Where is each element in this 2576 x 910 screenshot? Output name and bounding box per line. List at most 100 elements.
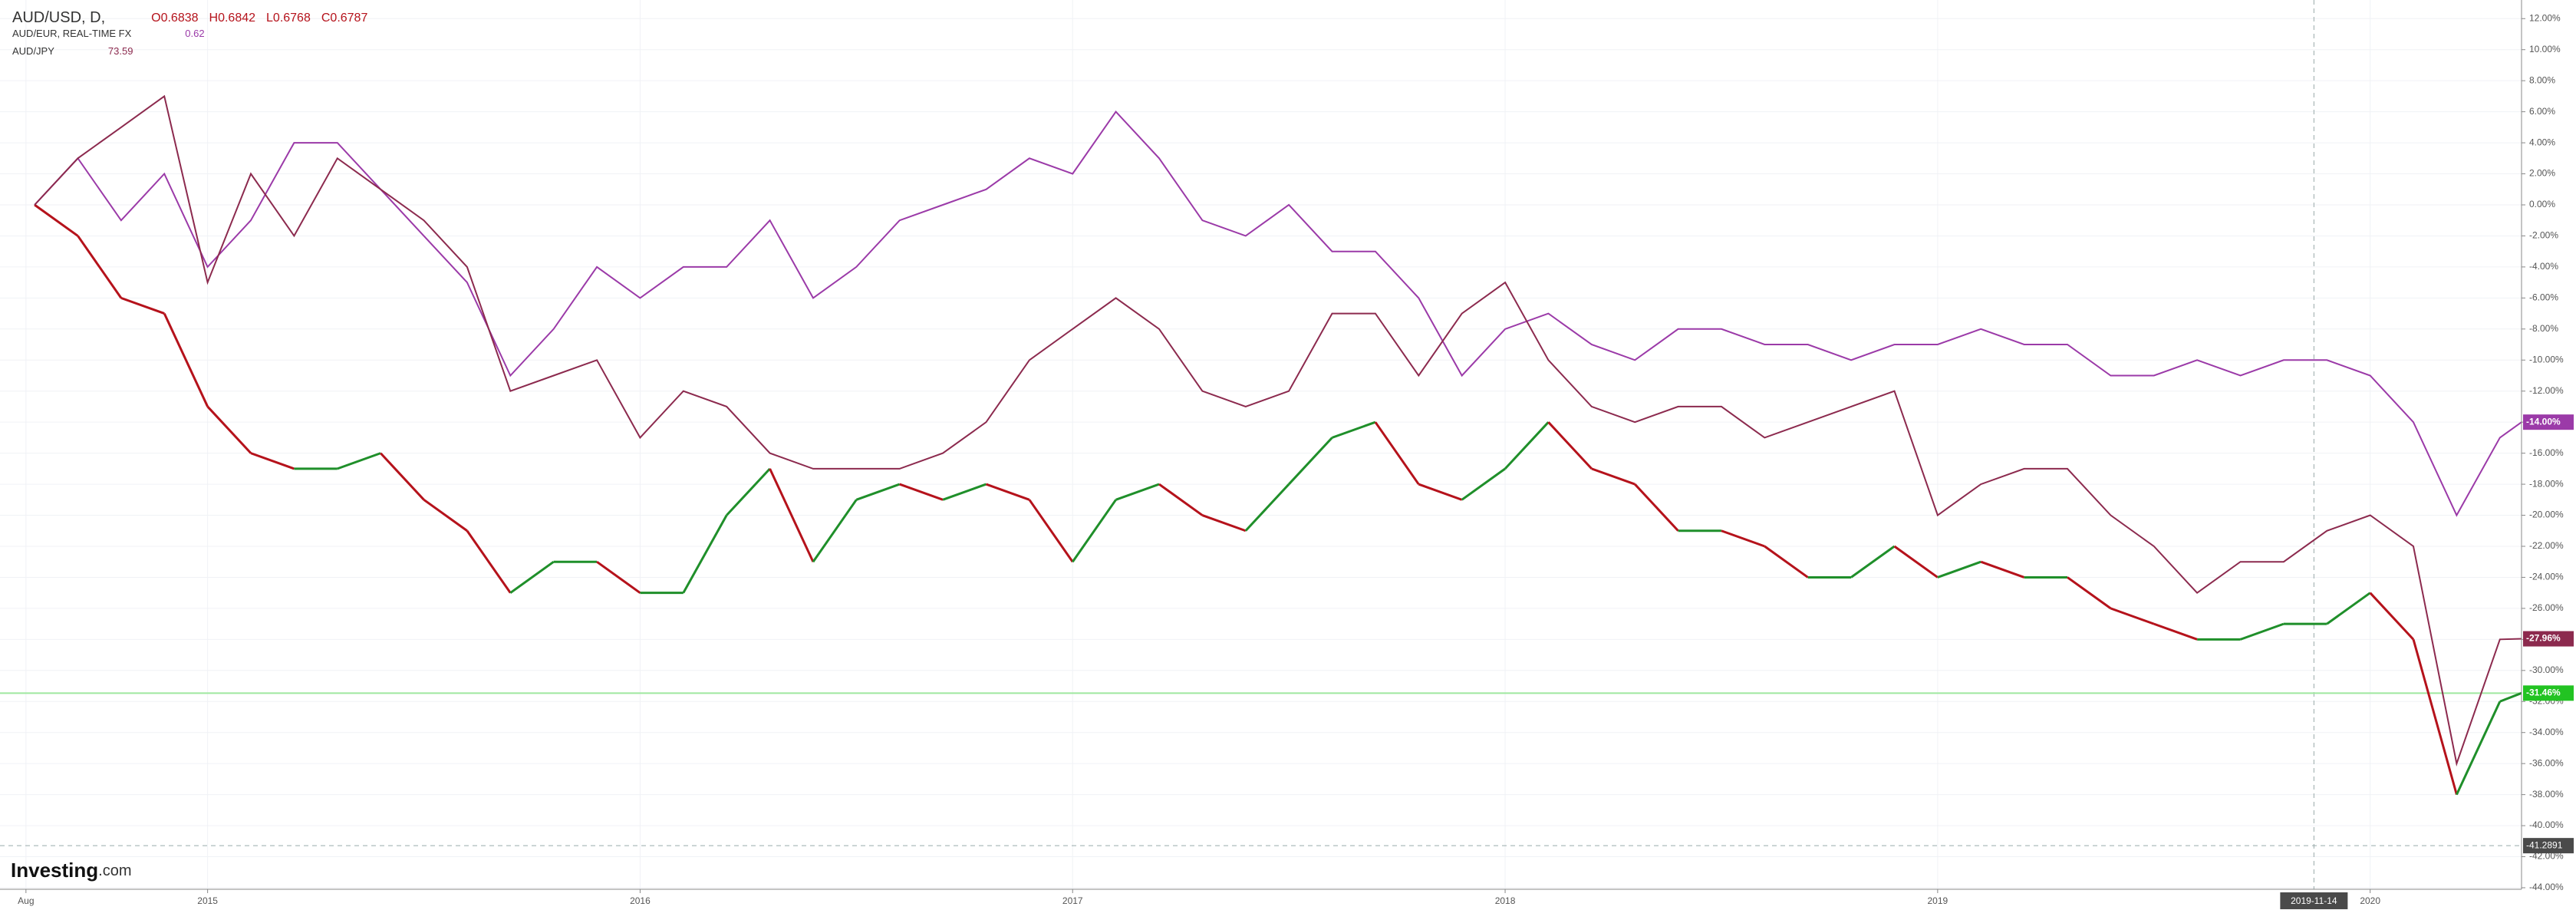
- legend-ohlc: H0.6842: [209, 12, 256, 25]
- price-segment: [1332, 420, 1376, 439]
- last-value-label: -31.46%: [2526, 687, 2561, 698]
- price-segment: [769, 468, 815, 562]
- price-segment: [812, 499, 858, 563]
- legend-entry: AUD/JPY 73.59: [12, 45, 133, 57]
- y-tick-label: 6.00%: [2529, 106, 2555, 117]
- logo-main: Investing: [11, 859, 98, 882]
- x-tick-label: 2018: [1495, 895, 1516, 906]
- series-line: [34, 94, 2522, 767]
- price-segment: [1115, 483, 1160, 501]
- legend-entry: AUD/USD, D, O0.6838 H0.6842 L0.6768 C0.6787: [12, 9, 367, 26]
- x-tick-label: Aug: [18, 895, 34, 906]
- legend-quote: 73.59: [108, 45, 133, 57]
- legend-name: AUD/EUR, REAL-TIME FX: [12, 28, 132, 39]
- crosshair-y-label: -41.2891: [2526, 839, 2563, 850]
- y-tick-label: -18.00%: [2529, 478, 2564, 489]
- y-tick-label: -36.00%: [2529, 757, 2564, 768]
- y-tick-label: -26.00%: [2529, 602, 2564, 613]
- y-tick-label: -34.00%: [2529, 727, 2564, 737]
- legend-ohlc: C0.6787: [321, 12, 368, 25]
- price-segment: [509, 560, 555, 594]
- legend: AUD/USD, D, O0.6838 H0.6842 L0.6768 C0.6787A…: [12, 9, 367, 57]
- y-tick-label: 12.00%: [2529, 12, 2561, 23]
- price-segment: [1461, 467, 1506, 501]
- last-value-label: -27.96%: [2526, 633, 2561, 644]
- logo-suffix: .com: [98, 862, 131, 879]
- price-segment: [1893, 545, 1939, 579]
- price-segment: [1634, 483, 1679, 532]
- y-tick-label: 0.00%: [2529, 199, 2555, 209]
- y-tick-label: 8.00%: [2529, 74, 2555, 85]
- y-tick-label: -30.00%: [2529, 664, 2564, 675]
- price-segment: [163, 312, 209, 407]
- y-tick-label: -6.00%: [2529, 292, 2558, 303]
- price-segment: [2499, 691, 2522, 703]
- legend-name: AUD/JPY: [12, 45, 54, 57]
- y-tick-label: -42.00%: [2529, 851, 2564, 862]
- price-segment: [1547, 421, 1593, 470]
- price-segment: [337, 452, 381, 470]
- price-segment: [1721, 529, 1765, 548]
- price-segment: [899, 483, 944, 501]
- price-segment: [1764, 545, 1809, 579]
- price-segment: [1028, 499, 1074, 563]
- logo: Investing.com: [11, 859, 131, 882]
- price-segment: [1201, 514, 1247, 532]
- x-tick-label: 2020: [2360, 895, 2380, 906]
- y-tick-label: -2.00%: [2529, 230, 2558, 241]
- price-segment: [682, 514, 728, 594]
- legend-ohlc: O0.6838: [151, 12, 198, 25]
- price-segment: [2412, 638, 2458, 796]
- price-segment: [2456, 701, 2502, 796]
- price-segment: [2240, 622, 2284, 641]
- price-segment: [2326, 592, 2371, 625]
- price-segment: [380, 452, 425, 501]
- price-segment: [423, 499, 468, 532]
- y-tick-label: -40.00%: [2529, 819, 2564, 830]
- price-segment: [942, 483, 987, 501]
- price-segment: [2110, 607, 2155, 625]
- y-tick-label: -38.00%: [2529, 789, 2564, 800]
- price-segment: [1418, 483, 1463, 501]
- price-segment: [2369, 592, 2415, 641]
- x-tick-label: 2017: [1062, 895, 1083, 906]
- last-value-label: -14.00%: [2526, 416, 2561, 427]
- price-segment: [855, 483, 901, 501]
- price-segment: [1937, 560, 1981, 579]
- legend-quote: 0.62: [185, 28, 204, 39]
- price-segment: [206, 405, 252, 454]
- crosshair-x-label: 2019-11-14: [2291, 895, 2337, 906]
- price-segment: [2067, 576, 2112, 610]
- price-segment: [1374, 421, 1420, 485]
- y-tick-label: -16.00%: [2529, 447, 2564, 458]
- last-value-bg: [2523, 685, 2574, 701]
- price-segment: [726, 467, 771, 516]
- y-tick-label: -22.00%: [2529, 540, 2564, 551]
- y-tick-label: -4.00%: [2529, 261, 2558, 272]
- price-segment: [2153, 622, 2198, 641]
- legend-name: AUD/USD, D,: [12, 9, 105, 26]
- y-tick-label: -10.00%: [2529, 354, 2564, 364]
- price-segment: [1244, 483, 1290, 532]
- last-value-bg: [2523, 414, 2574, 430]
- x-tick-label: 2019: [1928, 895, 1948, 906]
- plot: [0, 94, 2522, 796]
- price-segment: [1072, 499, 1117, 563]
- y-tick-label: -12.00%: [2529, 385, 2564, 396]
- y-tick-label: -24.00%: [2529, 572, 2564, 582]
- price-segment: [250, 452, 295, 470]
- x-tick-label: 2016: [630, 895, 651, 906]
- y-tick-label: 2.00%: [2529, 168, 2555, 179]
- x-tick-label: 2015: [197, 895, 218, 906]
- price-segment: [1288, 437, 1333, 486]
- price-segment: [120, 296, 165, 315]
- grid: [0, 0, 2522, 889]
- price-segment: [77, 235, 123, 299]
- price-segment: [596, 560, 641, 594]
- price-segment: [1980, 560, 2025, 579]
- y-tick-label: -8.00%: [2529, 323, 2558, 334]
